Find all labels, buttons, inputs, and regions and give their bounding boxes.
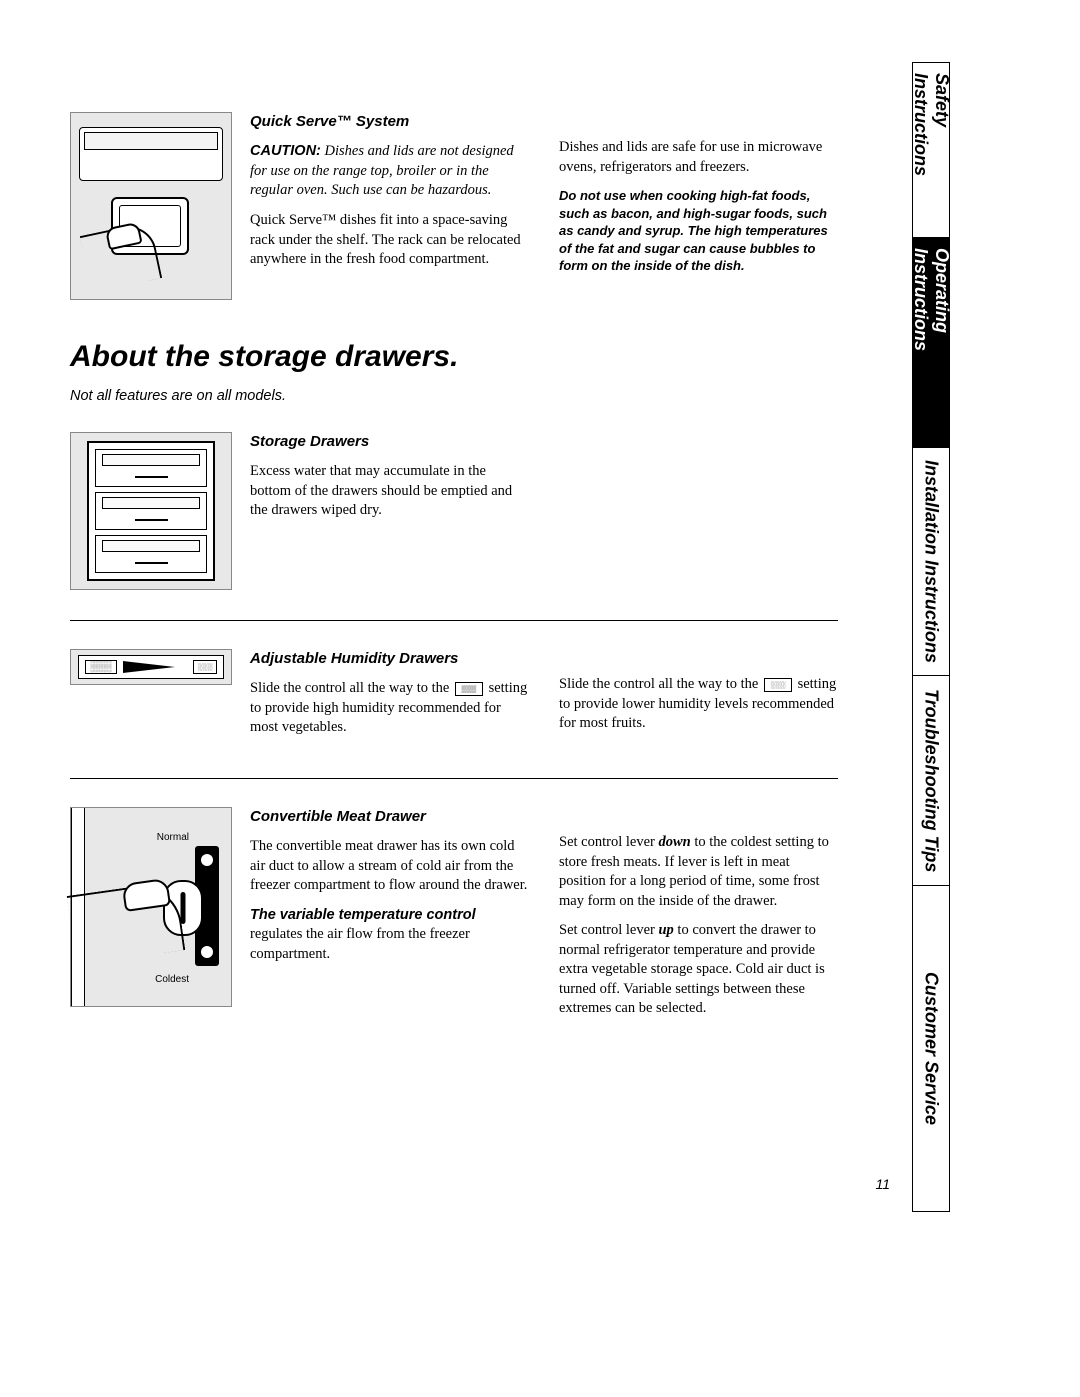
meat-p2-bold: down <box>658 834 690 850</box>
section-quickserve: Quick Serve™ System CAUTION: Dishes and … <box>70 112 838 300</box>
illustration-humidity-control: ░░░░░░░░░░ ░░░ <box>70 649 232 685</box>
caution-lead: CAUTION: <box>250 143 321 159</box>
quickserve-p2: Dishes and lids are safe for use in micr… <box>559 138 838 177</box>
side-tab-bar: Safety Instructions Operating Instructio… <box>912 62 950 1212</box>
page-content: Quick Serve™ System CAUTION: Dishes and … <box>70 112 838 1029</box>
meat-p3: Set control lever up to convert the draw… <box>559 921 838 1019</box>
page-title: About the storage drawers. <box>70 340 838 374</box>
illustration-quickserve <box>70 112 232 300</box>
divider <box>70 778 838 779</box>
heading-quickserve: Quick Serve™ System <box>250 112 529 132</box>
thermometer-icon <box>201 854 213 866</box>
humidity-scale-icon <box>123 661 175 673</box>
tab-troubleshooting[interactable]: Troubleshooting Tips <box>913 676 949 886</box>
meat-label-normal: Normal <box>157 832 189 843</box>
meat-var-body: regulates the air flow from the freezer … <box>250 926 470 962</box>
humidity-left-text: Slide the control all the way to the ▒▒▒… <box>250 679 529 738</box>
heading-storage: Storage Drawers <box>250 432 529 452</box>
tab-operating[interactable]: Operating Instructions <box>913 238 949 448</box>
humidity-right-a: Slide the control all the way to the <box>559 676 758 692</box>
illustration-storage-drawers <box>70 432 232 590</box>
meat-p3a: Set control lever <box>559 922 658 938</box>
meat-p2a: Set control lever <box>559 834 658 850</box>
humidity-right-text: Slide the control all the way to the ░░░… <box>559 675 838 734</box>
section-storage-drawers: Storage Drawers Excess water that may ac… <box>70 432 838 590</box>
heading-humidity: Adjustable Humidity Drawers <box>250 649 529 669</box>
meat-p1: The convertible meat drawer has its own … <box>250 837 529 896</box>
section-humidity: ░░░░░░░░░░ ░░░ Adjustable Humidity Drawe… <box>70 649 838 748</box>
quickserve-p1: Quick Serve™ dishes fit into a space-sav… <box>250 211 529 270</box>
tab-customer-service[interactable]: Customer Service <box>913 886 949 1211</box>
section-meat-drawer: Normal Coldest Convertible Meat Drawer T… <box>70 807 838 1029</box>
humidity-left-a: Slide the control all the way to the <box>250 680 449 696</box>
quickserve-caution: CAUTION: Dishes and lids are not designe… <box>250 142 529 201</box>
tab-safety[interactable]: Safety Instructions <box>913 63 949 238</box>
tab-installation[interactable]: Installation Instructions <box>913 448 949 676</box>
humidity-low-icon: ░░░ <box>193 660 217 674</box>
heading-meat: Convertible Meat Drawer <box>250 807 529 827</box>
meat-variable: The variable temperature control regulat… <box>250 906 529 965</box>
humidity-high-icon: ░░░░░░░░░░ <box>85 660 117 674</box>
hand-icon <box>67 881 186 966</box>
subnote: Not all features are on all models. <box>70 388 838 404</box>
meat-p2: Set control lever down to the coldest se… <box>559 833 838 911</box>
divider <box>70 620 838 621</box>
illustration-meat-drawer: Normal Coldest <box>70 807 232 1007</box>
thermometer-icon <box>201 946 213 958</box>
quickserve-warning: Do not use when cooking high-fat foods, … <box>559 187 838 275</box>
meat-p3-bold: up <box>658 922 673 938</box>
meat-label-coldest: Coldest <box>155 974 189 985</box>
storage-p1: Excess water that may accumulate in the … <box>250 462 529 521</box>
humidity-high-inline-icon: ▒▒▒ <box>455 682 483 696</box>
meat-var-lead: The variable temperature control <box>250 907 476 923</box>
page-number: 11 <box>875 1176 890 1192</box>
humidity-low-inline-icon: ░░░ <box>764 678 792 692</box>
